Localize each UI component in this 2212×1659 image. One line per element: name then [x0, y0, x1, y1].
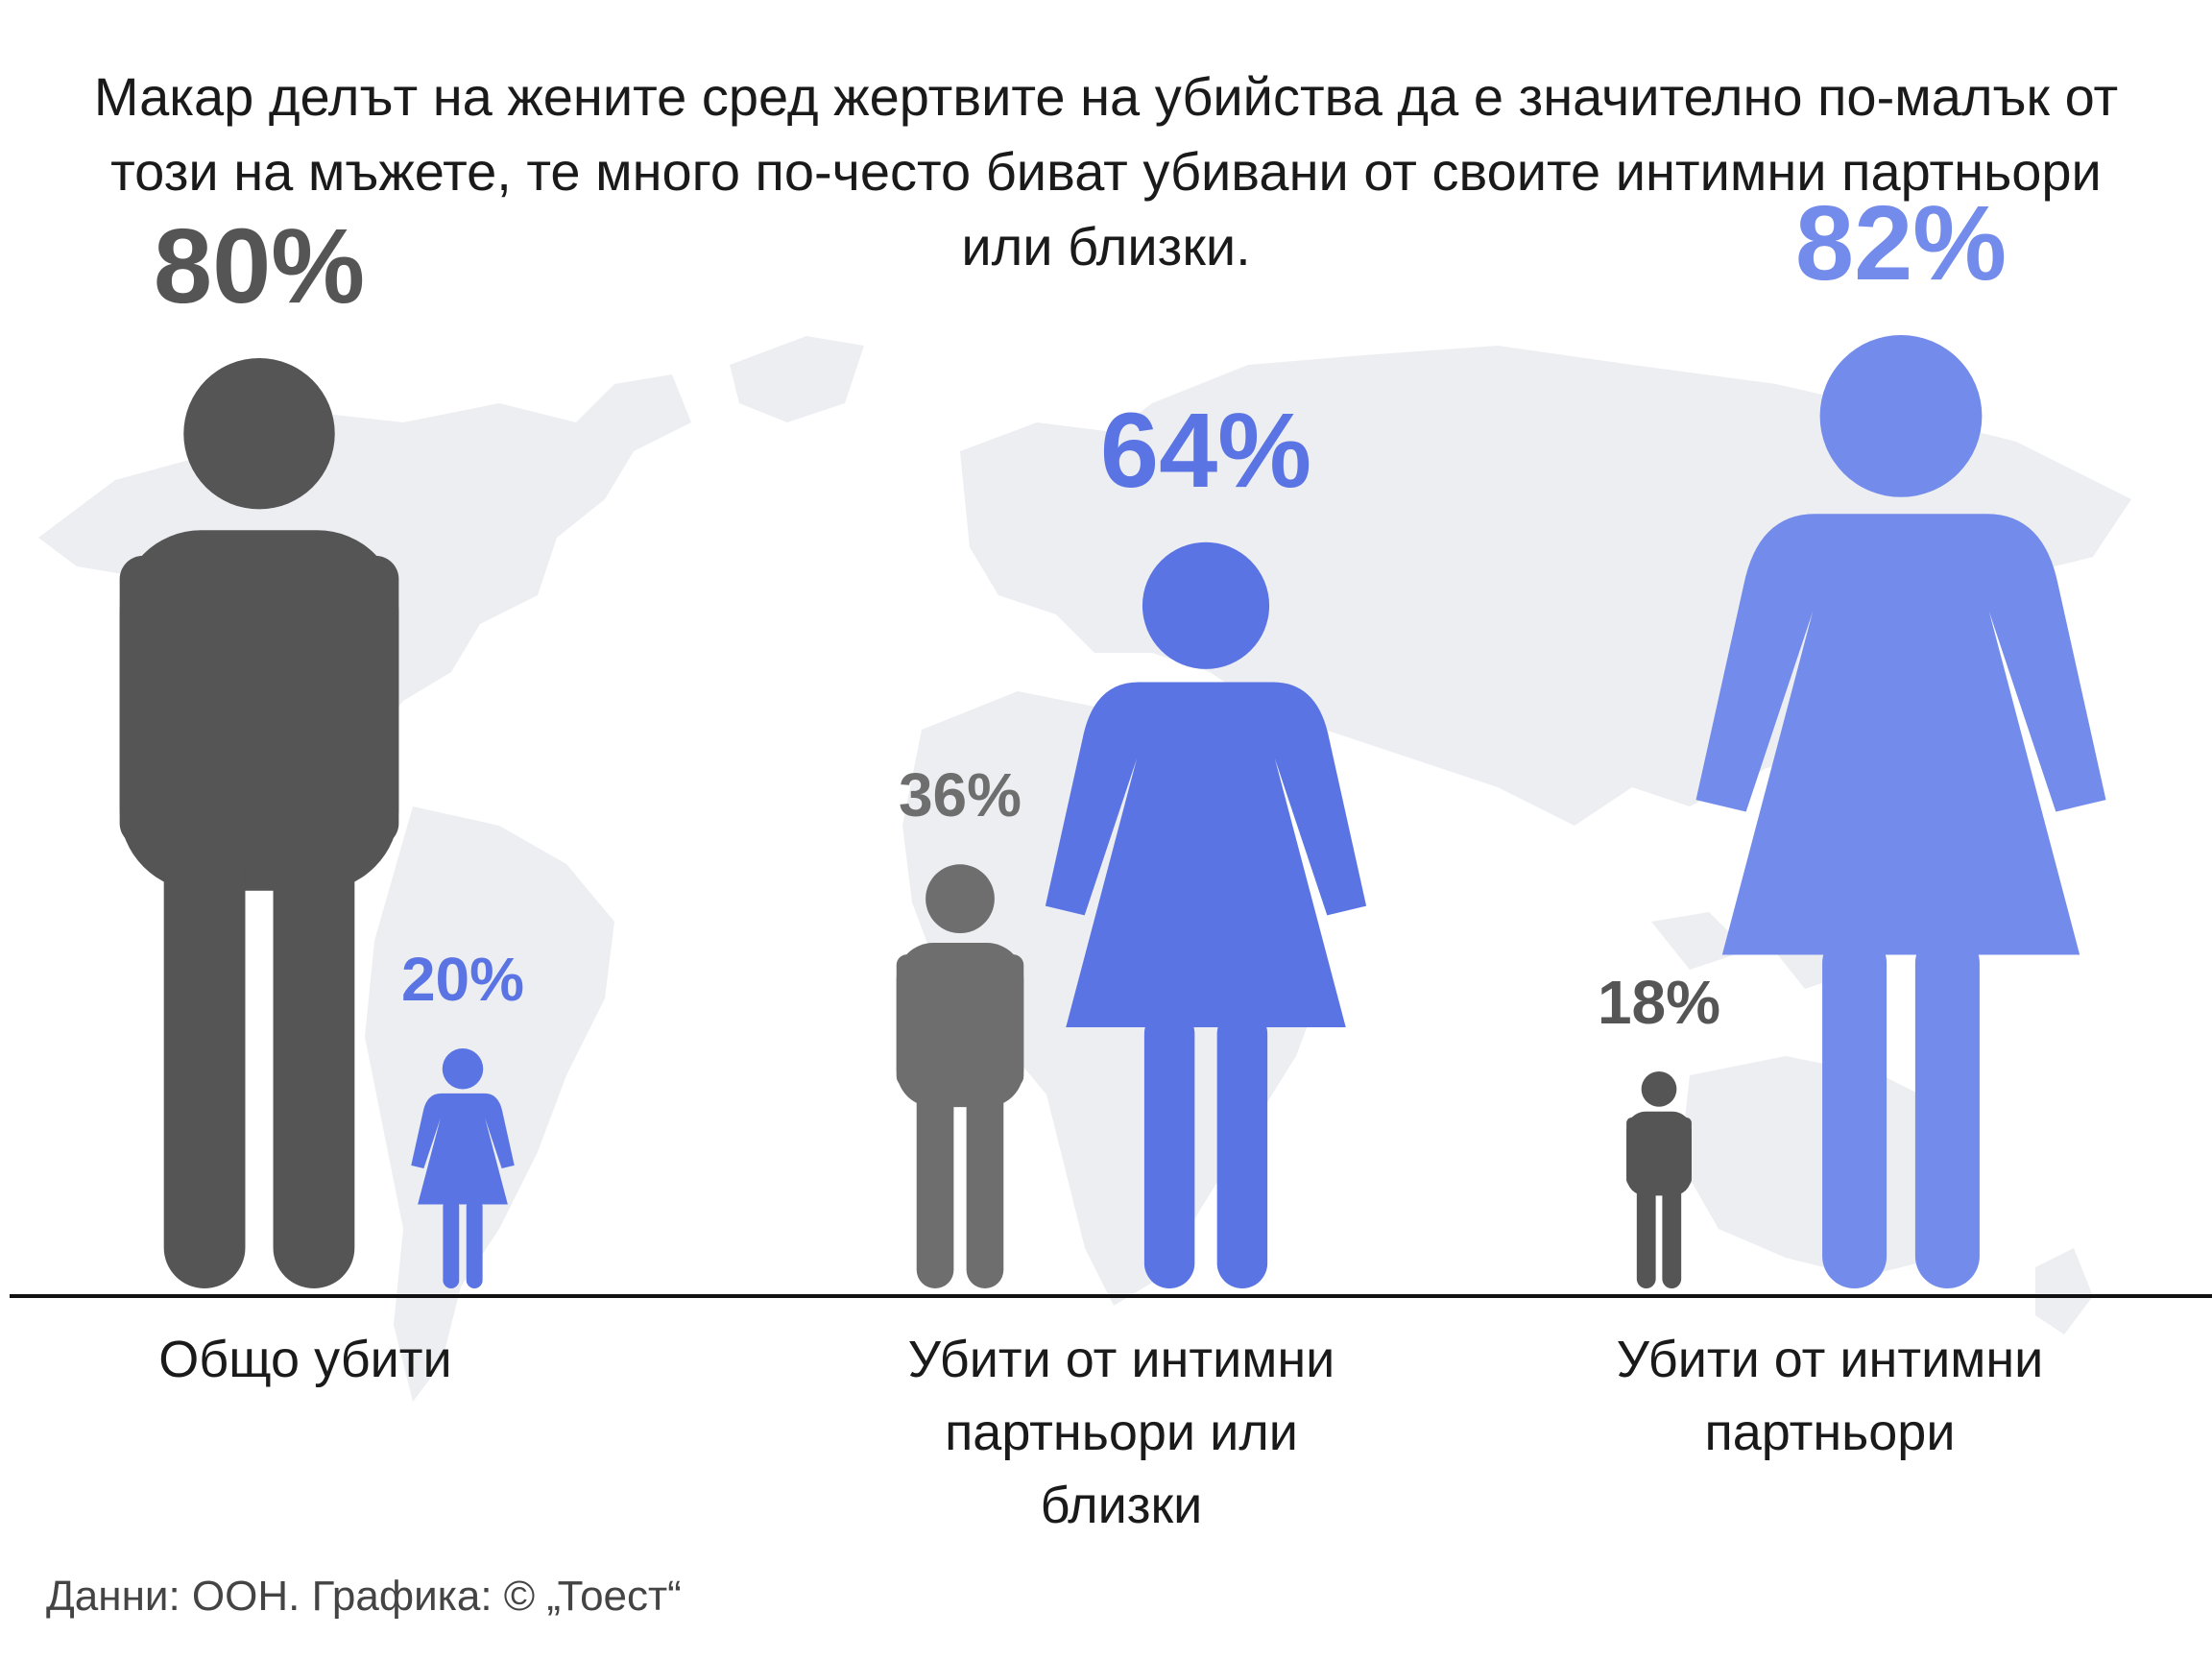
value-label-men: 80% [153, 206, 366, 325]
man-icon [119, 357, 399, 1288]
value-label-women: 64% [1099, 391, 1312, 510]
man-icon [1626, 1071, 1692, 1288]
category-label: Общо убити [158, 1331, 452, 1388]
source-credit: Данни: ООН. Графика: © „Тоест“ [46, 1573, 682, 1620]
woman-icon [411, 1048, 515, 1288]
category-label: Убити от интимни партньори [1616, 1331, 2044, 1461]
man-icon [896, 864, 1024, 1288]
value-label-men: 36% [898, 760, 1022, 830]
chart-title: Макар делът на жените сред жертвите на у… [93, 66, 2119, 276]
value-label-men: 18% [1597, 968, 1721, 1037]
category-label: Убити от интимни партньори или близки [907, 1331, 1335, 1534]
figures [119, 335, 2106, 1288]
value-label-women: 20% [400, 945, 525, 1015]
value-label-women: 82% [1794, 184, 2008, 302]
woman-icon [1045, 541, 1367, 1288]
woman-icon [1695, 335, 2106, 1288]
